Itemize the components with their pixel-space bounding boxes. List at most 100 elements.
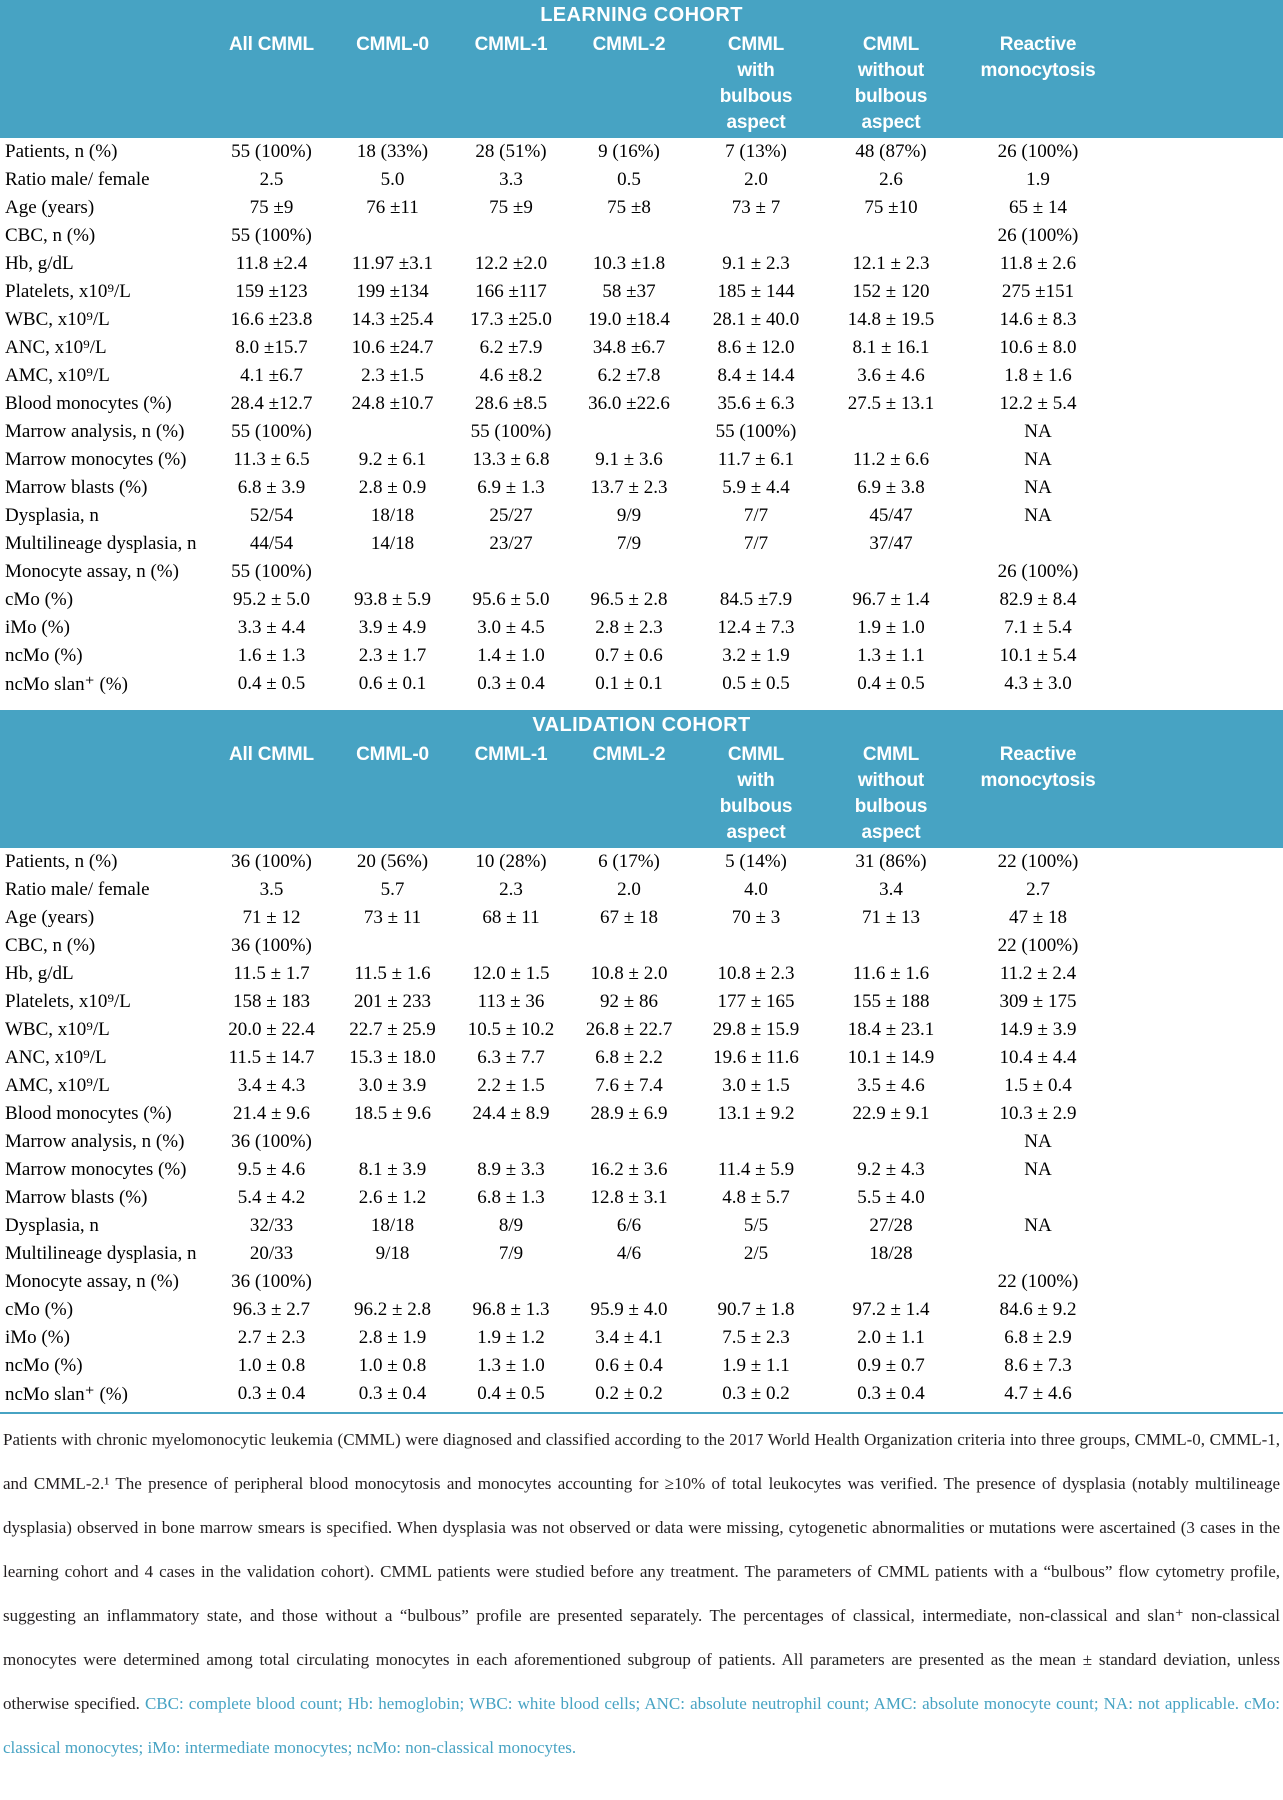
- cell: 17.3 ±25.0: [470, 309, 552, 330]
- cell: 65 ± 14: [1009, 197, 1067, 218]
- cell: 55 (100%): [231, 421, 312, 442]
- table-row: Patients, n (%) 55 (100%) 18 (33%) 28 (51%)…: [0, 138, 1283, 166]
- cell: 7/9: [616, 533, 642, 554]
- cell: NA: [1024, 505, 1052, 526]
- cell: 6.2 ±7.8: [597, 365, 661, 386]
- row-label: Monocyte assay, n (%): [5, 561, 179, 582]
- cell: 34.8 ±6.7: [592, 337, 666, 358]
- cell: 11.4 ± 5.9: [717, 1159, 795, 1180]
- column-header-cmml-1: CMML-1: [452, 30, 570, 138]
- cell: 2.3 ±1.5: [361, 365, 424, 386]
- cell: 18.5 ± 9.6: [354, 1103, 431, 1124]
- column-header-cmml-2: CMML-2: [570, 740, 688, 848]
- table-row: Monocyte assay, n (%) 36 (100%) 22 (100%): [0, 1268, 1283, 1296]
- cell: 6/6: [616, 1215, 642, 1236]
- cell: 8.9 ± 3.3: [477, 1159, 545, 1180]
- table-row: Hb, g/dL 11.8 ±2.4 11.97 ±3.1 12.2 ±2.0 10.3…: [0, 250, 1283, 278]
- row-label: WBC, x10⁹/L: [5, 1019, 110, 1040]
- cell: 9/9: [616, 505, 642, 526]
- cell: 48 (87%): [855, 141, 927, 162]
- cell: 14.9 ± 3.9: [999, 1019, 1077, 1040]
- table-row: Marrow blasts (%) 6.8 ± 3.9 2.8 ± 0.9 6.9 ±…: [0, 474, 1283, 502]
- table-row: ncMo (%) 1.0 ± 0.8 1.0 ± 0.8 1.3 ± 1.0 0.6 ±…: [0, 1352, 1283, 1380]
- row-label: Platelets, x10⁹/L: [5, 991, 131, 1012]
- cell: 159 ±123: [235, 281, 308, 302]
- cell: NA: [1024, 1131, 1052, 1152]
- cell: 7/7: [743, 533, 769, 554]
- cell: 36 (100%): [231, 1131, 312, 1152]
- cell: 12.2 ±2.0: [474, 253, 548, 274]
- cell: 6.2 ±7.9: [479, 337, 543, 358]
- cell: 55 (100%): [231, 225, 312, 246]
- cell: 11.97 ±3.1: [352, 253, 433, 274]
- row-label: Blood monocytes (%): [5, 1103, 172, 1124]
- validation-cohort-body: Patients, n (%) 36 (100%) 20 (56%) 10 (28%)…: [0, 848, 1283, 1408]
- cell: 1.9: [1026, 169, 1050, 190]
- cell: 1.3 ± 1.1: [857, 645, 925, 666]
- cell: 71 ± 13: [862, 907, 920, 928]
- cell: NA: [1024, 449, 1052, 470]
- table-row: Dysplasia, n 52/54 18/18 25/27 9/9 7/7 45/47 NA: [0, 502, 1283, 530]
- cell: [824, 558, 958, 586]
- table-row: Marrow monocytes (%) 9.5 ± 4.6 8.1 ± 3.9 8.…: [0, 1156, 1283, 1184]
- cell: 11.5 ± 1.7: [233, 963, 310, 984]
- cell: [688, 1128, 824, 1156]
- row-label: WBC, x10⁹/L: [5, 309, 110, 330]
- cell: 11.5 ± 14.7: [228, 1047, 315, 1068]
- cell: 3.3: [499, 169, 523, 190]
- table-row: iMo (%) 2.7 ± 2.3 2.8 ± 1.9 1.9 ± 1.2 3.4 ± …: [0, 1324, 1283, 1352]
- cell: 9.2 ± 6.1: [358, 449, 427, 470]
- learning-cohort-section: LEARNING COHORT All CMML CMML-0 CMML-1 C…: [0, 0, 1283, 698]
- table-row: Marrow blasts (%) 5.4 ± 4.2 2.6 ± 1.2 6.8 ±…: [0, 1184, 1283, 1212]
- row-label: Age (years): [5, 197, 95, 218]
- row-label: Marrow monocytes (%): [5, 1159, 187, 1180]
- cell: 18/28: [869, 1243, 913, 1264]
- table-row: ncMo (%) 1.6 ± 1.3 2.3 ± 1.7 1.4 ± 1.0 0.7 ±…: [0, 642, 1283, 670]
- row-label: Dysplasia, n: [5, 1215, 99, 1236]
- cell: 7.5 ± 2.3: [722, 1327, 790, 1348]
- cell: 8.6 ± 12.0: [717, 337, 795, 358]
- cell: 113 ± 36: [477, 991, 545, 1012]
- column-header-cmml-without-bulbous: CMML without bulbous aspect: [824, 740, 958, 848]
- cell: 5.4 ± 4.2: [237, 1187, 306, 1208]
- cell: 6.9 ± 3.8: [857, 477, 925, 498]
- cell: 7.6 ± 7.4: [595, 1075, 663, 1096]
- cell: 0.3 ± 0.2: [722, 1383, 790, 1404]
- cell: 4.0: [744, 879, 768, 900]
- cell: 0.4 ± 0.5: [477, 1383, 545, 1404]
- row-label: Marrow monocytes (%): [5, 449, 187, 470]
- cell: 58 ±37: [602, 281, 656, 302]
- cell: 26 (100%): [997, 141, 1079, 162]
- cell: 9/18: [375, 1243, 410, 1264]
- cell: 22.9 ± 9.1: [852, 1103, 930, 1124]
- table-row: ncMo slan⁺ (%) 0.3 ± 0.4 0.3 ± 0.4 0.4 ± 0.…: [0, 1380, 1283, 1408]
- cell: 11.5 ± 1.6: [354, 963, 431, 984]
- cell: 26 (100%): [997, 561, 1079, 582]
- table-row: iMo (%) 3.3 ± 4.4 3.9 ± 4.9 3.0 ± 4.5 2.8 ± …: [0, 614, 1283, 642]
- cell: [333, 1128, 452, 1156]
- table-row: Blood monocytes (%) 21.4 ± 9.6 18.5 ± 9.6 2…: [0, 1100, 1283, 1128]
- cell: 20 (56%): [356, 851, 429, 872]
- footnote-abbreviations: CBC: complete blood count; Hb: hemoglobi…: [3, 1694, 1280, 1757]
- cell: 0.6 ± 0.1: [358, 673, 427, 694]
- cell: 28.9 ± 6.9: [590, 1103, 668, 1124]
- table-row: Platelets, x10⁹/L 159 ±123 199 ±134 166 ±11…: [0, 278, 1283, 306]
- cell: 16.6 ±23.8: [230, 309, 313, 330]
- cell: 3.5: [259, 879, 284, 900]
- cell: NA: [1024, 1215, 1052, 1236]
- cell: 75 ±10: [864, 197, 918, 218]
- cell: 75 ±9: [249, 197, 294, 218]
- cell: 3.0 ± 3.9: [358, 1075, 427, 1096]
- cell: 14.3 ±25.4: [351, 309, 434, 330]
- cell: 23/27: [489, 533, 533, 554]
- cell: 152 ± 120: [852, 281, 930, 302]
- cell: 0.2 ± 0.2: [595, 1383, 663, 1404]
- cell: 76 ±11: [366, 197, 419, 218]
- row-label: AMC, x10⁹/L: [5, 1075, 110, 1096]
- cell: 73 ± 11: [363, 907, 422, 928]
- row-label: cMo (%): [5, 1299, 74, 1320]
- cell: 5.9 ± 4.4: [722, 477, 790, 498]
- cell: 18/18: [370, 1215, 415, 1236]
- table-row: Blood monocytes (%) 28.4 ±12.7 24.8 ±10.7 2…: [0, 390, 1283, 418]
